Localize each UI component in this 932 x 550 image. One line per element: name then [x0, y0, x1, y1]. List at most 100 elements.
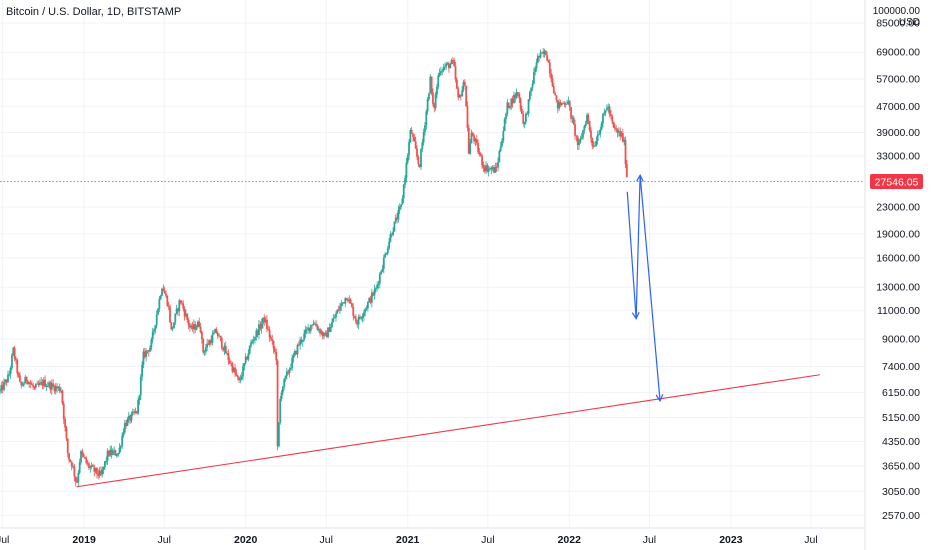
- support-trendline[interactable]: [76, 374, 820, 488]
- candle-body: [7, 374, 9, 383]
- candle-body: [443, 66, 446, 68]
- candle: [409, 127, 412, 144]
- candle-body: [470, 132, 473, 144]
- candle: [372, 291, 375, 297]
- candle: [267, 325, 270, 331]
- candle: [345, 298, 348, 301]
- candle: [255, 328, 258, 341]
- symbol-title[interactable]: Bitcoin / U.S. Dollar, 1D, BITSTAMP: [6, 6, 182, 18]
- candle-body: [13, 347, 16, 359]
- candle: [325, 330, 328, 338]
- candle: [559, 99, 562, 108]
- candle: [292, 352, 295, 363]
- candle: [406, 153, 409, 165]
- candle: [422, 128, 425, 146]
- candle: [413, 133, 416, 142]
- time-axis[interactable]: Jul 2019 Jul 2020 Jul 2021 Jul 2022 Jul 2023 Jul: [0, 527, 865, 546]
- candle-body: [97, 473, 100, 476]
- candle: [177, 307, 179, 316]
- candle-body: [309, 324, 312, 332]
- candle-body: [511, 98, 514, 104]
- candle-body: [49, 382, 52, 390]
- drawing-annotations[interactable]: [76, 173, 820, 488]
- candle: [373, 284, 376, 300]
- candle: [285, 367, 288, 380]
- candle-body: [1, 385, 4, 390]
- candle: [90, 462, 93, 469]
- projection-arrowhead: [655, 394, 664, 403]
- candle-body: [285, 371, 288, 376]
- candle: [307, 323, 310, 334]
- candle-body: [45, 386, 48, 387]
- candle-body: [409, 129, 412, 143]
- candle: [621, 128, 624, 143]
- candle: [94, 467, 97, 474]
- candle-body: [457, 88, 460, 98]
- candle-body: [413, 136, 416, 142]
- candle: [101, 466, 104, 478]
- projection-arrow-segment[interactable]: [626, 191, 637, 319]
- price-tick-label: 5150.00: [882, 412, 920, 424]
- projection-arrow-segment[interactable]: [635, 175, 641, 319]
- candle: [52, 379, 55, 388]
- candle: [0, 388, 1, 395]
- candle-body: [130, 413, 133, 421]
- candle-body: [514, 94, 517, 98]
- candle: [514, 92, 517, 103]
- candle-body: [283, 378, 286, 387]
- candle: [24, 374, 27, 384]
- candle: [344, 297, 347, 308]
- candle: [171, 326, 174, 332]
- candle-body: [616, 129, 619, 133]
- candle: [281, 385, 284, 396]
- candle: [232, 366, 235, 373]
- candle-body: [475, 139, 478, 143]
- candle-body: [394, 217, 397, 222]
- candle-body: [77, 472, 80, 483]
- candle-body: [531, 83, 534, 88]
- candle-body: [30, 383, 33, 385]
- candle-body: [528, 91, 531, 100]
- candle-body: [126, 418, 129, 426]
- candle-body: [526, 113, 529, 115]
- candle-body: [445, 63, 448, 67]
- price-tick-label: 47000.00: [876, 101, 920, 113]
- candle-body: [578, 142, 580, 146]
- candle-body: [32, 384, 35, 388]
- candle: [555, 95, 558, 103]
- candle: [73, 464, 76, 482]
- candle-body: [195, 327, 198, 330]
- projection-arrow-segment[interactable]: [639, 175, 661, 401]
- candle-body: [151, 331, 154, 340]
- candle: [56, 383, 59, 393]
- candle-body: [102, 466, 105, 470]
- candle-body: [37, 383, 40, 385]
- candle: [420, 148, 422, 171]
- candle-body: [490, 168, 493, 170]
- candle: [384, 252, 387, 258]
- candle: [40, 376, 43, 386]
- candle-body: [451, 60, 454, 61]
- candle-body: [183, 308, 186, 317]
- candle: [293, 349, 296, 357]
- candle-body: [218, 335, 221, 337]
- candle-body: [231, 363, 234, 372]
- candle-body: [57, 386, 60, 389]
- price-axis[interactable]: 85000.00 69000.00 57000.00 47000.00 39000.00…: [864, 0, 923, 550]
- candle: [74, 476, 77, 487]
- candle-body: [551, 78, 554, 87]
- candle-body: [591, 138, 594, 146]
- candle-body: [406, 155, 409, 163]
- candle: [248, 345, 251, 355]
- candle: [596, 130, 599, 145]
- candle: [186, 313, 189, 323]
- candle-body: [349, 299, 352, 304]
- candle: [578, 138, 580, 150]
- candle-body: [321, 331, 324, 337]
- candle: [572, 115, 575, 126]
- candle: [612, 121, 615, 128]
- candle-body: [149, 347, 151, 352]
- candle-body: [436, 86, 438, 95]
